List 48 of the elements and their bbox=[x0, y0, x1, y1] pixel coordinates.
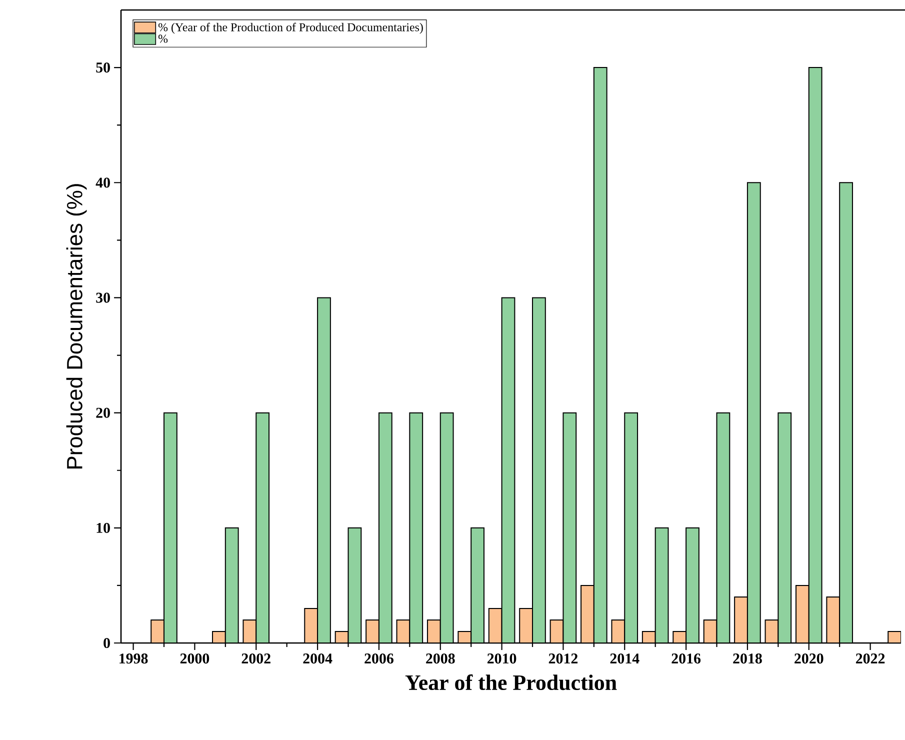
bar bbox=[256, 412, 270, 643]
bar bbox=[317, 297, 331, 643]
bar bbox=[734, 596, 748, 643]
x-tick-label: 2012 bbox=[548, 653, 578, 664]
bar bbox=[562, 412, 577, 643]
bar bbox=[470, 527, 484, 643]
bar bbox=[624, 412, 638, 643]
x-tick-label: 2010 bbox=[487, 653, 516, 664]
y-axis-title: Produced Documentaries (%) bbox=[66, 184, 87, 468]
x-tick-label: 2014 bbox=[610, 653, 640, 664]
x-tick-label: 2000 bbox=[180, 653, 210, 664]
bar bbox=[348, 527, 362, 643]
x-tick-label: 2006 bbox=[364, 653, 394, 664]
bar bbox=[224, 527, 239, 643]
bar bbox=[686, 528, 699, 643]
bar bbox=[580, 584, 594, 643]
bar bbox=[593, 67, 608, 643]
bar bbox=[839, 182, 853, 643]
x-tick-label: 2008 bbox=[426, 653, 455, 664]
y-tick-label: 20 bbox=[96, 408, 110, 418]
bar bbox=[304, 608, 318, 643]
bar bbox=[163, 412, 178, 643]
bar bbox=[746, 182, 761, 643]
x-tick-label: 2004 bbox=[303, 653, 332, 664]
x-axis-title: Year of the Production bbox=[405, 674, 617, 690]
bar bbox=[440, 412, 454, 643]
bar bbox=[532, 297, 546, 643]
bar bbox=[795, 584, 810, 643]
y-tick-label: 30 bbox=[96, 292, 110, 303]
legend-label: % bbox=[158, 34, 168, 43]
x-tick-label: 2022 bbox=[856, 653, 885, 664]
x-tick-label: 1998 bbox=[120, 653, 148, 664]
legend-label: % (Year of the Production of Produced Documentaries) bbox=[158, 22, 423, 34]
x-tick-label: 2018 bbox=[733, 653, 762, 664]
y-tick-label: 50 bbox=[96, 62, 110, 73]
x-tick-label: 2020 bbox=[794, 653, 824, 664]
y-tick-label: 10 bbox=[96, 522, 110, 533]
bar bbox=[409, 412, 424, 643]
bar bbox=[778, 412, 792, 643]
x-tick-label: 2016 bbox=[672, 653, 701, 664]
bar bbox=[808, 67, 822, 643]
bar bbox=[826, 596, 840, 643]
bar bbox=[488, 608, 502, 643]
bar bbox=[378, 412, 392, 643]
x-tick-label: 2002 bbox=[242, 653, 270, 664]
y-tick-label: 40 bbox=[96, 178, 110, 188]
y-tick-label: 0 bbox=[104, 638, 110, 648]
bar bbox=[519, 608, 533, 643]
